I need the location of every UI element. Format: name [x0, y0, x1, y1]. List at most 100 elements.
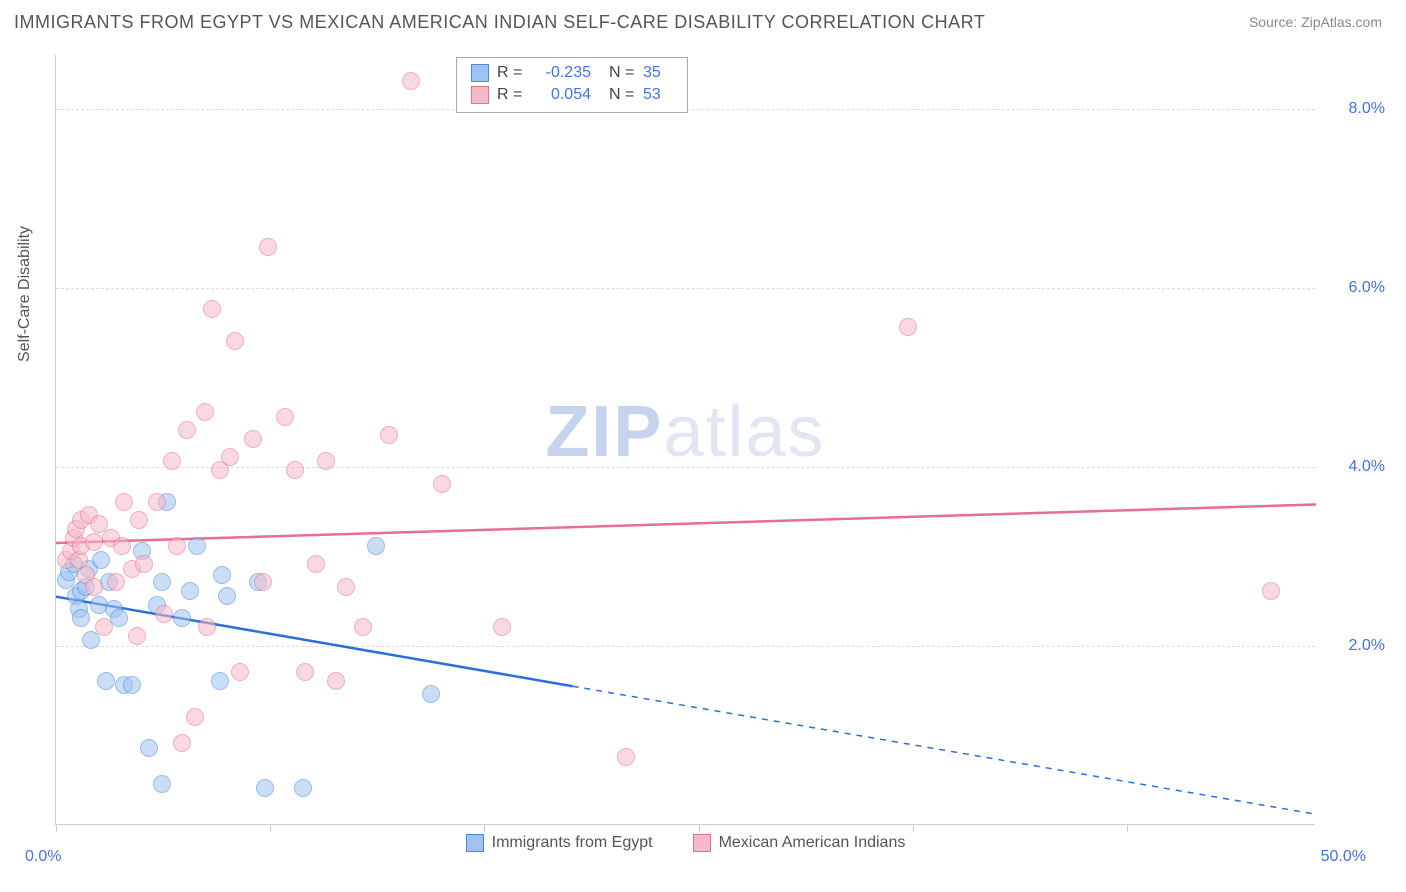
- x-axis-max-label: 50.0%: [1321, 848, 1366, 866]
- swatch-egypt: [471, 64, 489, 82]
- watermark: ZIPatlas: [545, 390, 825, 472]
- data-point-mai: [276, 408, 294, 426]
- legend-label-mai: Mexican American Indians: [719, 834, 906, 852]
- data-point-egypt: [72, 609, 90, 627]
- data-point-egypt: [188, 537, 206, 555]
- legend-item-mai: Mexican American Indians: [693, 834, 906, 852]
- data-point-mai: [259, 238, 277, 256]
- n-label: N =: [609, 84, 635, 106]
- data-point-mai: [221, 448, 239, 466]
- data-point-mai: [203, 300, 221, 318]
- y-tick-label: 8.0%: [1349, 100, 1385, 118]
- x-tick: [484, 824, 485, 832]
- x-tick: [1127, 824, 1128, 832]
- x-tick: [699, 824, 700, 832]
- data-point-mai: [107, 573, 125, 591]
- data-point-egypt: [153, 775, 171, 793]
- y-tick-label: 4.0%: [1349, 458, 1385, 476]
- x-axis-min-label: 0.0%: [25, 848, 61, 866]
- series-legend: Immigrants from Egypt Mexican American I…: [56, 834, 1315, 852]
- x-tick: [913, 824, 914, 832]
- data-point-mai: [226, 332, 244, 350]
- data-point-egypt: [181, 582, 199, 600]
- data-point-mai: [85, 533, 103, 551]
- plot-area: ZIPatlas 2.0%4.0%6.0%8.0% R = -0.235 N =…: [55, 55, 1315, 825]
- data-point-mai: [899, 318, 917, 336]
- data-point-mai: [130, 511, 148, 529]
- data-point-egypt: [97, 672, 115, 690]
- gridline: [56, 646, 1315, 647]
- x-tick: [56, 824, 57, 832]
- r-label: R =: [497, 84, 523, 106]
- legend-label-egypt: Immigrants from Egypt: [492, 834, 653, 852]
- n-label: N =: [609, 62, 635, 84]
- data-point-egypt: [256, 779, 274, 797]
- legend-row-mai: R = 0.054 N = 53: [471, 84, 673, 106]
- data-point-mai: [337, 578, 355, 596]
- data-point-mai: [196, 403, 214, 421]
- gridline: [56, 467, 1315, 468]
- n-value-egypt: 35: [643, 62, 673, 84]
- data-point-mai: [617, 748, 635, 766]
- data-point-egypt: [218, 587, 236, 605]
- watermark-zip: ZIP: [545, 391, 663, 471]
- data-point-mai: [178, 421, 196, 439]
- n-value-mai: 53: [643, 84, 673, 106]
- watermark-atlas: atlas: [663, 391, 825, 471]
- data-point-egypt: [422, 685, 440, 703]
- data-point-mai: [307, 555, 325, 573]
- data-point-mai: [402, 72, 420, 90]
- data-point-mai: [244, 430, 262, 448]
- data-point-mai: [231, 663, 249, 681]
- data-point-egypt: [92, 551, 110, 569]
- swatch-mai: [471, 86, 489, 104]
- data-point-egypt: [173, 609, 191, 627]
- data-point-egypt: [153, 573, 171, 591]
- x-tick: [270, 824, 271, 832]
- r-label: R =: [497, 62, 523, 84]
- data-point-mai: [186, 708, 204, 726]
- data-point-mai: [148, 493, 166, 511]
- data-point-mai: [433, 475, 451, 493]
- data-point-egypt: [367, 537, 385, 555]
- data-point-egypt: [123, 676, 141, 694]
- y-tick-label: 6.0%: [1349, 279, 1385, 297]
- data-point-mai: [380, 426, 398, 444]
- data-point-mai: [198, 618, 216, 636]
- regression-extrapolation-egypt: [573, 686, 1316, 814]
- r-value-mai: 0.054: [531, 84, 591, 106]
- data-point-mai: [163, 452, 181, 470]
- data-point-mai: [1262, 582, 1280, 600]
- data-point-mai: [155, 605, 173, 623]
- data-point-mai: [317, 452, 335, 470]
- data-point-mai: [354, 618, 372, 636]
- r-value-egypt: -0.235: [531, 62, 591, 84]
- data-point-mai: [95, 618, 113, 636]
- legend-item-egypt: Immigrants from Egypt: [466, 834, 653, 852]
- gridline: [56, 288, 1315, 289]
- y-tick-label: 2.0%: [1349, 637, 1385, 655]
- data-point-mai: [254, 573, 272, 591]
- data-point-mai: [493, 618, 511, 636]
- data-point-mai: [135, 555, 153, 573]
- data-point-egypt: [294, 779, 312, 797]
- data-point-egypt: [140, 739, 158, 757]
- data-point-mai: [286, 461, 304, 479]
- data-point-mai: [113, 537, 131, 555]
- data-point-mai: [85, 578, 103, 596]
- correlation-legend: R = -0.235 N = 35 R = 0.054 N = 53: [456, 57, 688, 113]
- swatch-egypt: [466, 834, 484, 852]
- data-point-egypt: [211, 672, 229, 690]
- chart-title: IMMIGRANTS FROM EGYPT VS MEXICAN AMERICA…: [14, 12, 985, 33]
- swatch-mai: [693, 834, 711, 852]
- y-axis-title: Self-Care Disability: [16, 226, 34, 362]
- data-point-mai: [115, 493, 133, 511]
- data-point-mai: [128, 627, 146, 645]
- data-point-mai: [173, 734, 191, 752]
- legend-row-egypt: R = -0.235 N = 35: [471, 62, 673, 84]
- data-point-mai: [168, 537, 186, 555]
- regression-line-mai: [56, 504, 1316, 542]
- data-point-mai: [296, 663, 314, 681]
- source-label: Source: ZipAtlas.com: [1249, 14, 1382, 30]
- data-point-egypt: [213, 566, 231, 584]
